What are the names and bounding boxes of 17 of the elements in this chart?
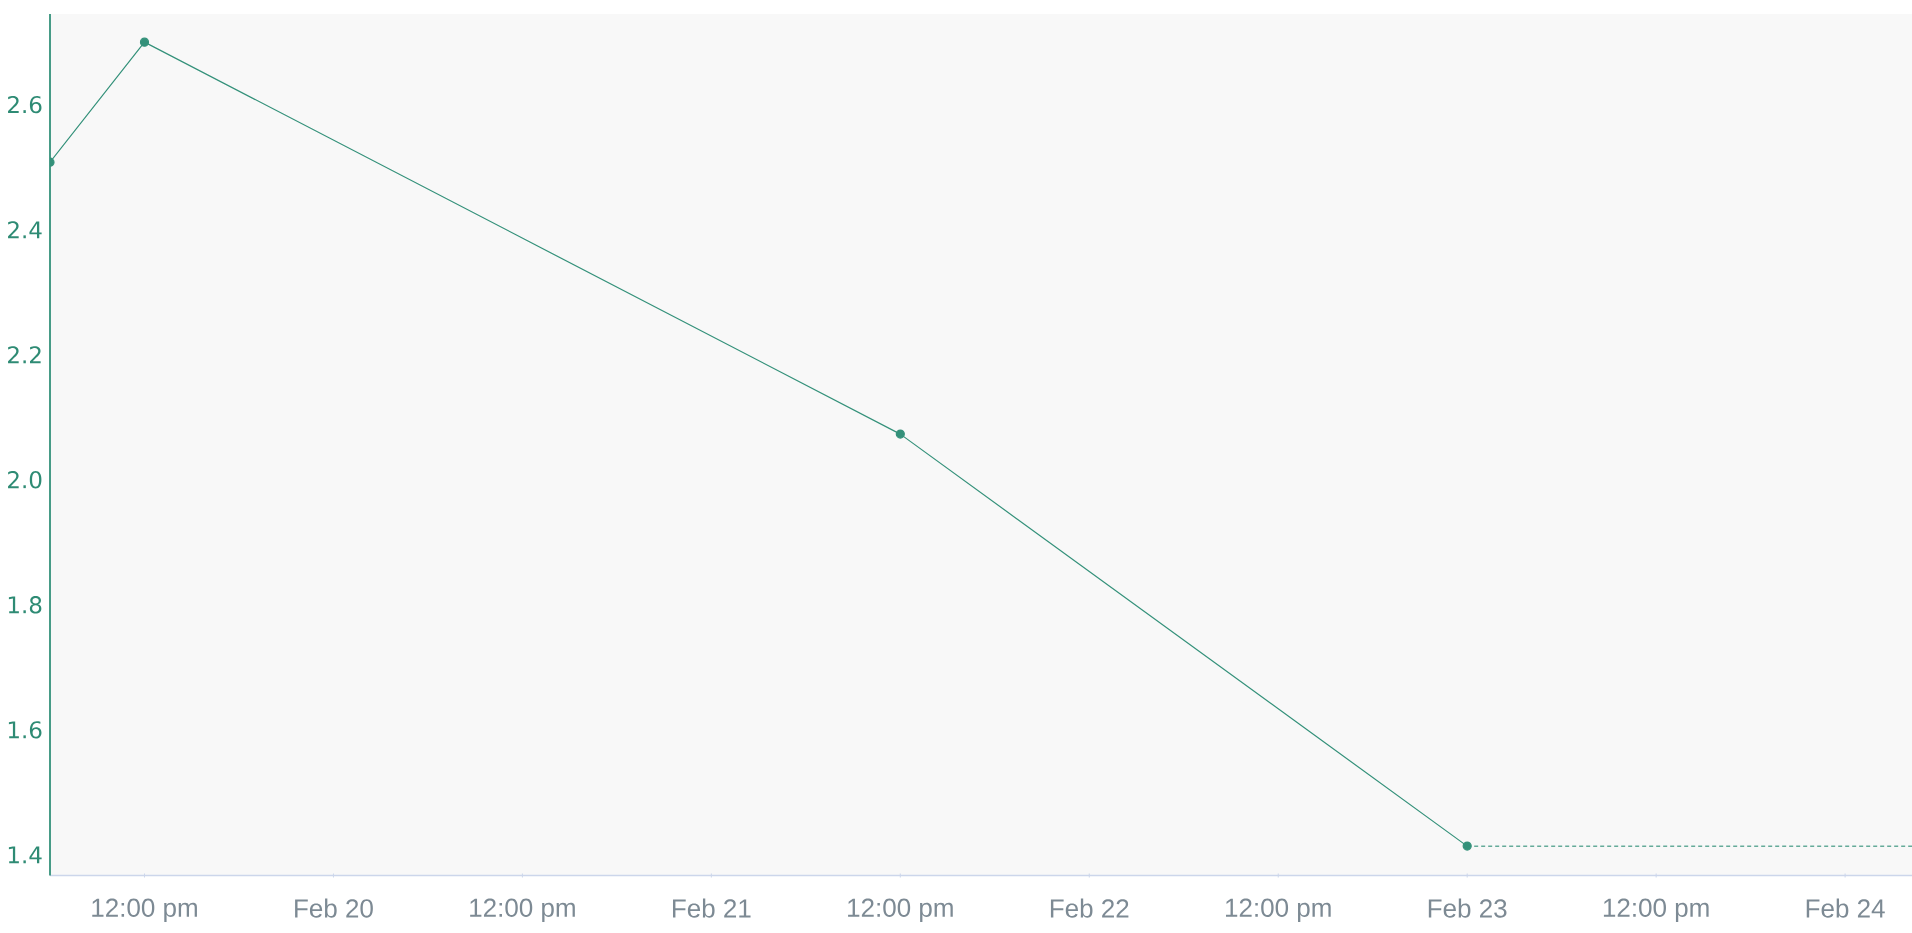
y-tick-label: 1.8	[8, 596, 42, 614]
y-tick-label: 2.4	[8, 221, 42, 239]
y-tick-label: 1.6	[8, 721, 42, 739]
x-tick-label: Feb 21	[673, 898, 751, 918]
y-tick-label: 2.0	[8, 471, 42, 489]
x-tick-label: 12:00 pm	[848, 898, 953, 923]
x-tick-label: Feb 23	[1428, 898, 1507, 918]
x-tick-label: 12:00 pm	[1603, 898, 1709, 923]
x-tick-label: Feb 24	[1806, 898, 1885, 918]
y-tick-label: 2.2	[8, 346, 41, 364]
x-tick-label: 12:00 pm	[92, 898, 197, 923]
y-tick-label: 2.6	[8, 95, 42, 114]
x-tick-label: 12:00 pm	[470, 898, 575, 923]
x-tick-label: Feb 22	[1050, 898, 1129, 918]
x-tick-label: Feb 20	[295, 898, 373, 918]
x-tick-label: 12:00 pm	[1226, 898, 1331, 923]
y-tick-label: 1.4	[8, 846, 42, 864]
